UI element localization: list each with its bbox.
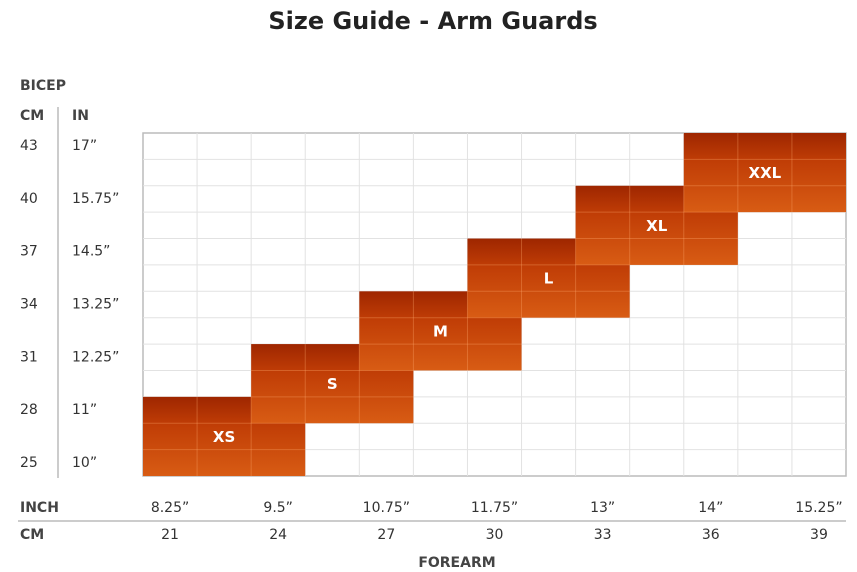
x-unit-header: CM bbox=[20, 527, 44, 543]
size-label: S bbox=[327, 375, 338, 393]
bicep-in: 12.25” bbox=[72, 349, 119, 365]
size-label: L bbox=[544, 270, 554, 288]
x-unit-header: INCH bbox=[20, 500, 59, 516]
forearm-inch: 8.25” bbox=[151, 500, 189, 516]
size-label: XXL bbox=[749, 164, 782, 182]
forearm-cm: 24 bbox=[269, 527, 287, 543]
x-axis-title: FOREARM bbox=[418, 555, 495, 571]
bicep-cm: 34 bbox=[20, 297, 38, 313]
forearm-cm: 39 bbox=[810, 527, 828, 543]
size-label: XS bbox=[213, 428, 235, 446]
size-label: XL bbox=[646, 217, 668, 235]
bicep-in: 10” bbox=[72, 455, 97, 471]
forearm-inch: 14” bbox=[698, 500, 723, 516]
bicep-cm: 28 bbox=[20, 402, 38, 418]
forearm-inch: 13” bbox=[590, 500, 615, 516]
forearm-cm: 21 bbox=[161, 527, 179, 543]
forearm-inch: 15.25” bbox=[795, 500, 842, 516]
bicep-cm: 31 bbox=[20, 349, 38, 365]
forearm-inch: 9.5” bbox=[263, 500, 293, 516]
y-unit-header: IN bbox=[72, 108, 89, 124]
forearm-inch: 11.75” bbox=[471, 500, 518, 516]
forearm-cm: 27 bbox=[377, 527, 395, 543]
forearm-inch: 10.75” bbox=[363, 500, 410, 516]
bicep-cm: 43 bbox=[20, 138, 38, 154]
bicep-cm: 25 bbox=[20, 455, 38, 471]
grid: XS S M L XL XXL bbox=[142, 132, 847, 477]
forearm-cm: 30 bbox=[486, 527, 504, 543]
size-block bbox=[683, 133, 846, 213]
title: Size Guide - Arm Guards bbox=[268, 7, 597, 35]
bicep-in: 13.25” bbox=[72, 297, 119, 313]
bicep-in: 15.75” bbox=[72, 191, 119, 207]
bicep-cm: 40 bbox=[20, 191, 38, 207]
bicep-cm: 37 bbox=[20, 244, 38, 260]
bicep-in: 14.5” bbox=[72, 244, 110, 260]
bicep-in: 11” bbox=[72, 402, 97, 418]
bicep-in: 17” bbox=[72, 138, 97, 154]
forearm-cm: 36 bbox=[702, 527, 720, 543]
y-axis-title: BICEP bbox=[20, 78, 66, 94]
size-label: M bbox=[433, 322, 448, 340]
y-unit-header: CM bbox=[20, 108, 44, 124]
forearm-cm: 33 bbox=[594, 527, 612, 543]
